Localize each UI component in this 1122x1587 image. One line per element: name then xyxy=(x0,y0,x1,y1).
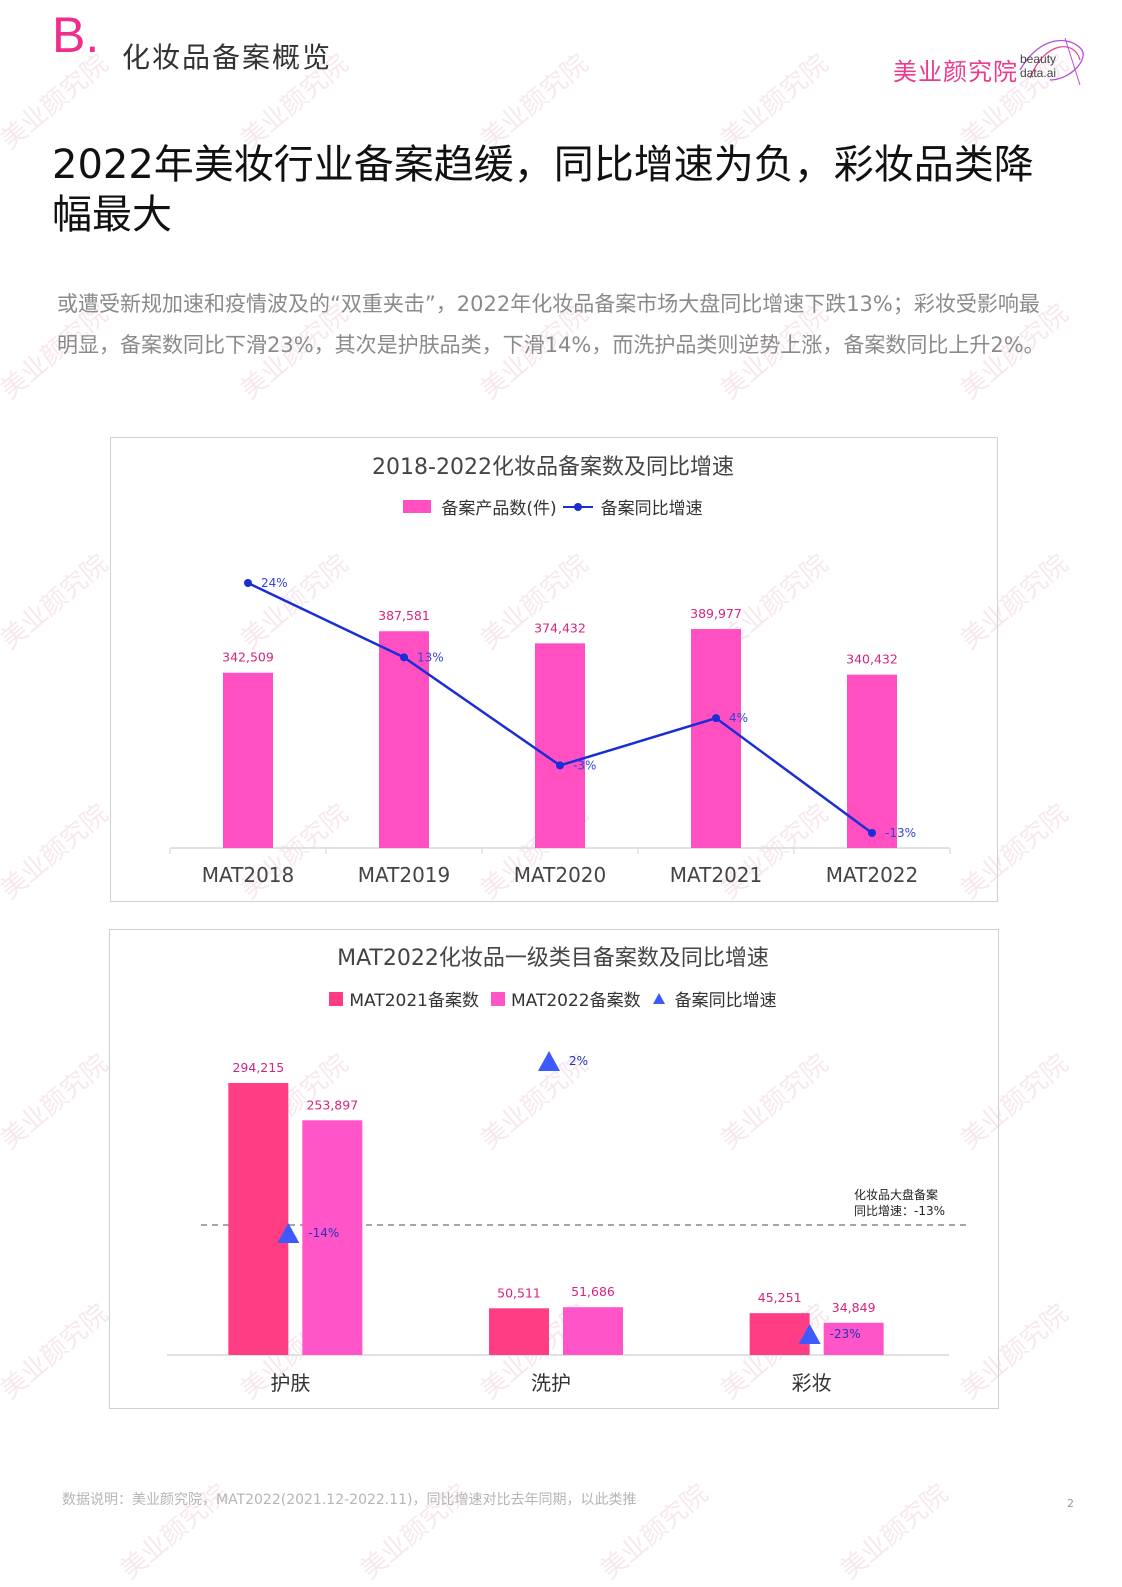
chart1-frame xyxy=(110,437,998,902)
chart2-growth-label: -23% xyxy=(830,1327,861,1341)
chart2-bar-2021-label: 50,511 xyxy=(497,1285,541,1300)
chart1-growth-label: 24% xyxy=(261,576,288,590)
chart2-growth-label: 2% xyxy=(569,1054,588,1068)
chart1-growth-point xyxy=(712,714,720,723)
chart2-bar-2022 xyxy=(302,1120,363,1355)
chart1-bar xyxy=(691,629,741,848)
chart2-bar-2021-label: 45,251 xyxy=(758,1290,802,1305)
chart1-growth-label: -13% xyxy=(885,826,916,840)
chart2-legend-2022-label: MAT2022备案数 xyxy=(511,991,641,1011)
chart2-bar-2021 xyxy=(489,1308,549,1355)
chart1-growth-label: 4% xyxy=(729,711,748,725)
chart2-bar-2022-label: 51,686 xyxy=(571,1284,615,1299)
chart2-bar-2022 xyxy=(563,1307,623,1355)
chart1-title: 2018-2022化妆品备案数及同比增速 xyxy=(372,455,734,480)
logo-en-line1: beauty xyxy=(1020,52,1057,66)
chart1-bar xyxy=(535,643,585,848)
chart2-bar-2021 xyxy=(749,1313,810,1355)
chart2-reference-label: 化妆品大盘备案 xyxy=(854,1187,938,1202)
chart2-bar-2022-label: 34,849 xyxy=(832,1300,876,1315)
headline: 2022年美妆行业备案趋缓，同比增速为负，彩妆品类降幅最大 xyxy=(52,142,1034,238)
chart1-legend-line-label: 备案同比增速 xyxy=(600,499,703,519)
logo-sub-text: beauty data.ai xyxy=(1020,52,1056,80)
chart1-plot: 342,509 MAT2018 387,581 MAT2019 374,432 MAT20… xyxy=(169,576,951,887)
chart1-legend: 备案产品数(件) 备案同比增速 xyxy=(110,494,996,519)
chart1-x-tick-label: MAT2018 xyxy=(202,863,295,887)
chart1-growth-point xyxy=(400,653,408,662)
chart1-growth-label: -3% xyxy=(573,758,596,772)
chart2-x-tick-label: 洗护 xyxy=(531,1371,571,1395)
chart2-x-tick-label: 彩妆 xyxy=(792,1371,832,1395)
chart2-reference-label: 同比增速：-13% xyxy=(854,1204,945,1218)
chart2-growth-triangle xyxy=(277,1223,300,1243)
chart1-bar-label: 387,581 xyxy=(378,608,430,623)
body-paragraph: 或遭受新规加速和疫情波及的“双重夹击”，2022年化妆品备案市场大盘同比增速下跌… xyxy=(57,292,1045,357)
logo-swirl-icon xyxy=(1019,37,1084,86)
section-title: 化妆品备案概览 xyxy=(122,41,333,74)
legend-bar-swatch-icon xyxy=(403,500,432,513)
chart1-legend-bar-label: 备案产品数(件) xyxy=(441,499,557,519)
chart2-legend: MAT2021备案数 MAT2022备案数 备案同比增速 xyxy=(109,986,997,1011)
chart1-bar-label: 374,432 xyxy=(534,620,586,635)
chart2-growth-label: -14% xyxy=(308,1226,339,1240)
chart1-x-tick-label: MAT2022 xyxy=(826,863,919,887)
chart1-growth-point xyxy=(244,579,252,587)
legend-triangle-icon xyxy=(652,993,665,1004)
chart2-frame xyxy=(109,929,999,1409)
chart1-bar-label: 340,432 xyxy=(846,652,898,667)
page-number: 2 xyxy=(1067,1497,1074,1510)
chart2-x-tick-label: 护肤 xyxy=(270,1371,310,1395)
footnote: 数据说明：美业颜究院，MAT2022(2021.12-2022.11)，同比增速… xyxy=(62,1492,637,1508)
chart1-bar-label: 389,977 xyxy=(690,606,742,621)
chart1-x-tick-label: MAT2021 xyxy=(670,863,763,887)
chart1-bar-label: 342,509 xyxy=(222,650,274,665)
section-letter: B. xyxy=(52,7,100,63)
chart2-legend-growth-label: 备案同比增速 xyxy=(674,991,777,1011)
chart2-bar-2022 xyxy=(823,1322,884,1355)
chart1-x-tick-label: MAT2020 xyxy=(514,863,607,887)
chart1-growth-point xyxy=(868,829,876,837)
legend-line-swatch-icon xyxy=(562,500,593,514)
chart2-bar-2022-label: 253,897 xyxy=(306,1097,358,1112)
chart2-growth-triangle xyxy=(538,1051,560,1071)
chart2-growth-triangle xyxy=(798,1324,821,1344)
chart2-bar-2021-label: 294,215 xyxy=(232,1060,284,1075)
logo-en-line2: data.ai xyxy=(1020,66,1057,80)
chart2-legend-2021-label: MAT2021备案数 xyxy=(349,991,479,1011)
chart1-x-tick-label: MAT2019 xyxy=(358,863,451,887)
legend-2021-swatch-icon xyxy=(329,991,344,1006)
chart2-title: MAT2022化妆品一级类目备案数及同比增速 xyxy=(337,946,769,971)
legend-2022-swatch-icon xyxy=(491,991,505,1006)
chart1-growth-label: 13% xyxy=(417,650,444,664)
chart1-bar xyxy=(847,674,897,848)
chart2-bar-2021 xyxy=(228,1083,289,1355)
chart1-growth-point xyxy=(556,761,564,770)
logo-text: 美业颜究院 xyxy=(893,58,1018,86)
chart1-bar xyxy=(223,672,273,848)
